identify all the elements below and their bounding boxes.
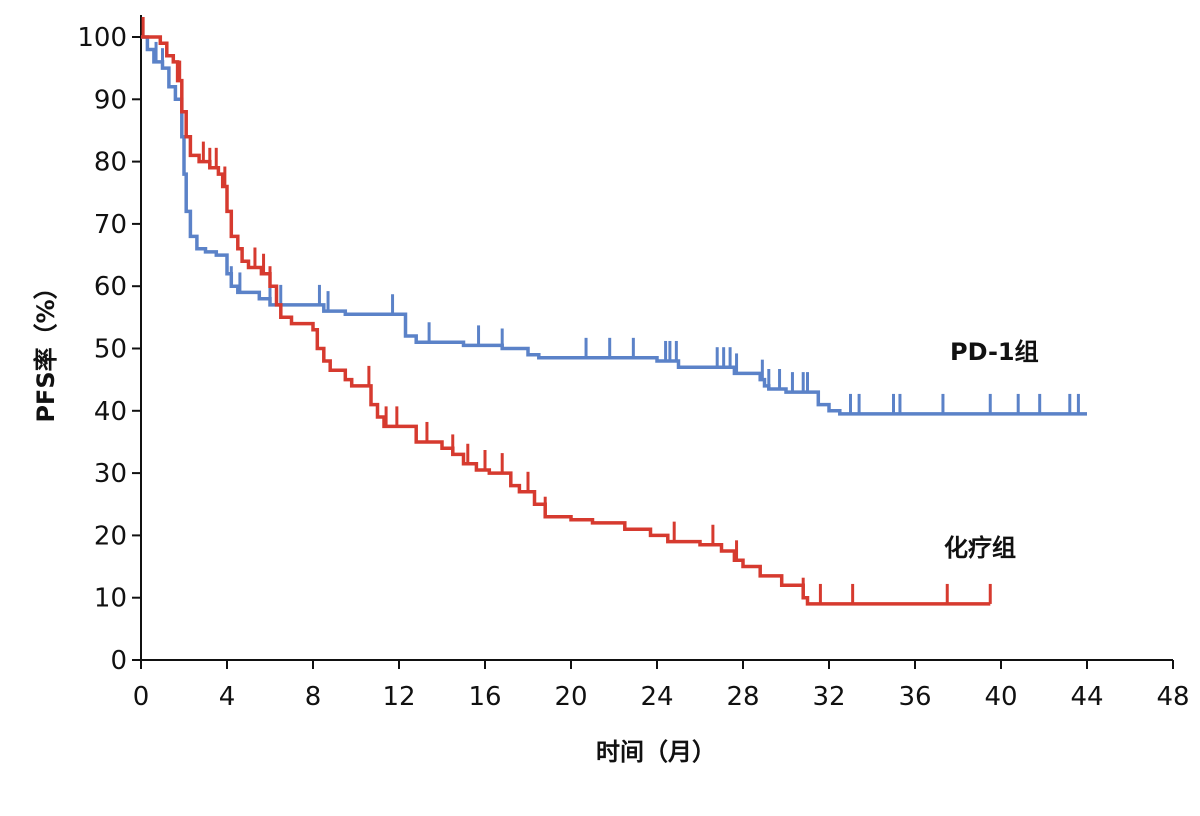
y-tick-label: 20 (94, 521, 127, 551)
y-tick-label: 40 (94, 397, 127, 427)
x-tick-label: 24 (640, 682, 673, 712)
series-chemo (141, 17, 992, 606)
x-tick-label: 8 (305, 682, 322, 712)
x-tick-label: 4 (219, 682, 236, 712)
y-tick-label: 10 (94, 584, 127, 614)
x-tick-label: 12 (382, 682, 415, 712)
x-tick-label: 36 (898, 682, 931, 712)
y-tick-label: 0 (110, 646, 127, 676)
y-tick-label: 90 (94, 85, 127, 115)
x-tick-label: 16 (468, 682, 501, 712)
y-tick-label: 30 (94, 459, 127, 489)
y-axis-title: PFS率（%） (32, 275, 60, 422)
x-tick-label: 20 (554, 682, 587, 712)
y-tick-label: 70 (94, 210, 127, 240)
series-pd1 (141, 35, 1087, 416)
series-label-pd1: PD-1组 (950, 338, 1039, 366)
x-tick-label: 28 (726, 682, 759, 712)
x-tick-label: 0 (133, 682, 150, 712)
series-layer (141, 17, 1087, 606)
series-label-chemo: 化疗组 (944, 534, 1016, 562)
y-tick-label: 60 (94, 272, 127, 302)
x-tick-label: 44 (1070, 682, 1103, 712)
series-line-chemo (141, 35, 991, 606)
x-tick-label: 40 (984, 682, 1017, 712)
y-tick-label: 50 (94, 335, 127, 365)
axes: 0 4 8 12 16 20 24 28 32 36 40 44 4801020304050607080… (77, 15, 1190, 712)
x-tick-label: 48 (1156, 682, 1189, 712)
x-tick-label: 32 (812, 682, 845, 712)
x-axis-title: 时间（月） (596, 738, 716, 766)
y-tick-label: 100 (77, 23, 127, 53)
series-line-pd1 (141, 35, 1087, 416)
y-tick-label: 80 (94, 148, 127, 178)
